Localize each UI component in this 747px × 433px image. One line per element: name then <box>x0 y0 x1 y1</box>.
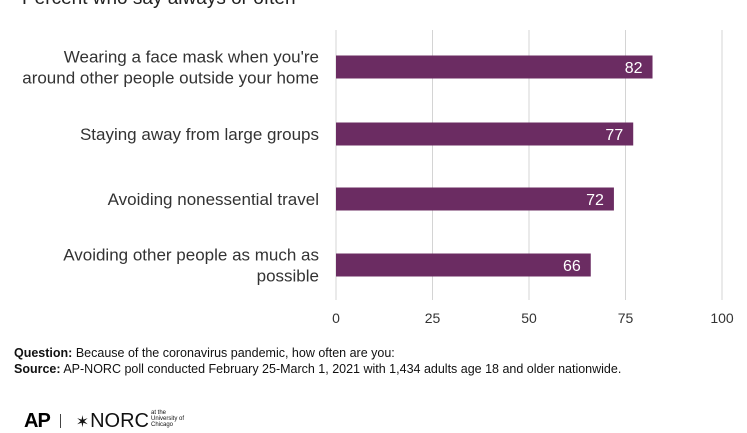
bar <box>336 253 591 277</box>
bar-chart: 82 77 72 66 Wearing a face mask when you're… <box>22 30 734 326</box>
norc-logo: ✶NORC at the University of Chicago <box>76 410 191 432</box>
category-label: Avoiding other people as much as possible <box>63 246 319 286</box>
category-label-line: possible <box>257 267 319 286</box>
norc-logo-subtext: at the University of Chicago <box>151 410 185 428</box>
source-label: Source: <box>14 362 61 376</box>
logo-strip: AP ✶NORC at the University of Chicago <box>24 410 191 432</box>
x-tick-label: 75 <box>618 310 634 326</box>
x-tick-label: 0 <box>332 310 340 326</box>
category-label: Avoiding nonessential travel <box>108 190 319 209</box>
question-text: Because of the coronavirus pandemic, how… <box>75 346 395 360</box>
norc-star-icon: ✶ <box>75 414 90 431</box>
ap-logo: AP <box>24 410 51 432</box>
chart-notes: Question: Because of the coronavirus pan… <box>14 345 621 377</box>
source-text: AP-NORC poll conducted February 25-March… <box>63 362 622 376</box>
x-tick-label: 100 <box>710 310 734 326</box>
category-label: Wearing a face mask when you're around ot… <box>22 48 319 88</box>
bar <box>336 122 634 146</box>
data-label: 82 <box>625 60 643 77</box>
category-labels: Wearing a face mask when you're around ot… <box>22 48 319 286</box>
norc-logo-text: NORC <box>90 410 149 432</box>
category-label-line: Wearing a face mask when you're <box>64 48 319 67</box>
data-label: 77 <box>605 127 623 144</box>
source-line: Source: AP-NORC poll conducted February … <box>14 361 621 377</box>
category-label-line: Staying away from large groups <box>80 125 319 144</box>
x-axis-ticks: 0 25 50 75 100 <box>332 310 734 326</box>
data-label: 72 <box>586 192 604 209</box>
data-label: 66 <box>563 258 581 275</box>
category-label-line: Avoiding other people as much as <box>63 246 319 265</box>
x-tick-label: 25 <box>425 310 441 326</box>
category-label-line: Avoiding nonessential travel <box>108 190 319 209</box>
bar <box>336 187 614 211</box>
bar <box>336 55 653 79</box>
chart-subtitle: Percent who say always or often <box>22 0 296 10</box>
x-tick-label: 50 <box>521 310 537 326</box>
category-label: Staying away from large groups <box>80 125 319 144</box>
question-line: Question: Because of the coronavirus pan… <box>14 345 621 361</box>
logo-divider <box>60 414 62 428</box>
bars: 82 77 72 66 <box>336 55 653 277</box>
question-label: Question: <box>14 346 73 360</box>
category-label-line: around other people outside your home <box>22 69 319 88</box>
